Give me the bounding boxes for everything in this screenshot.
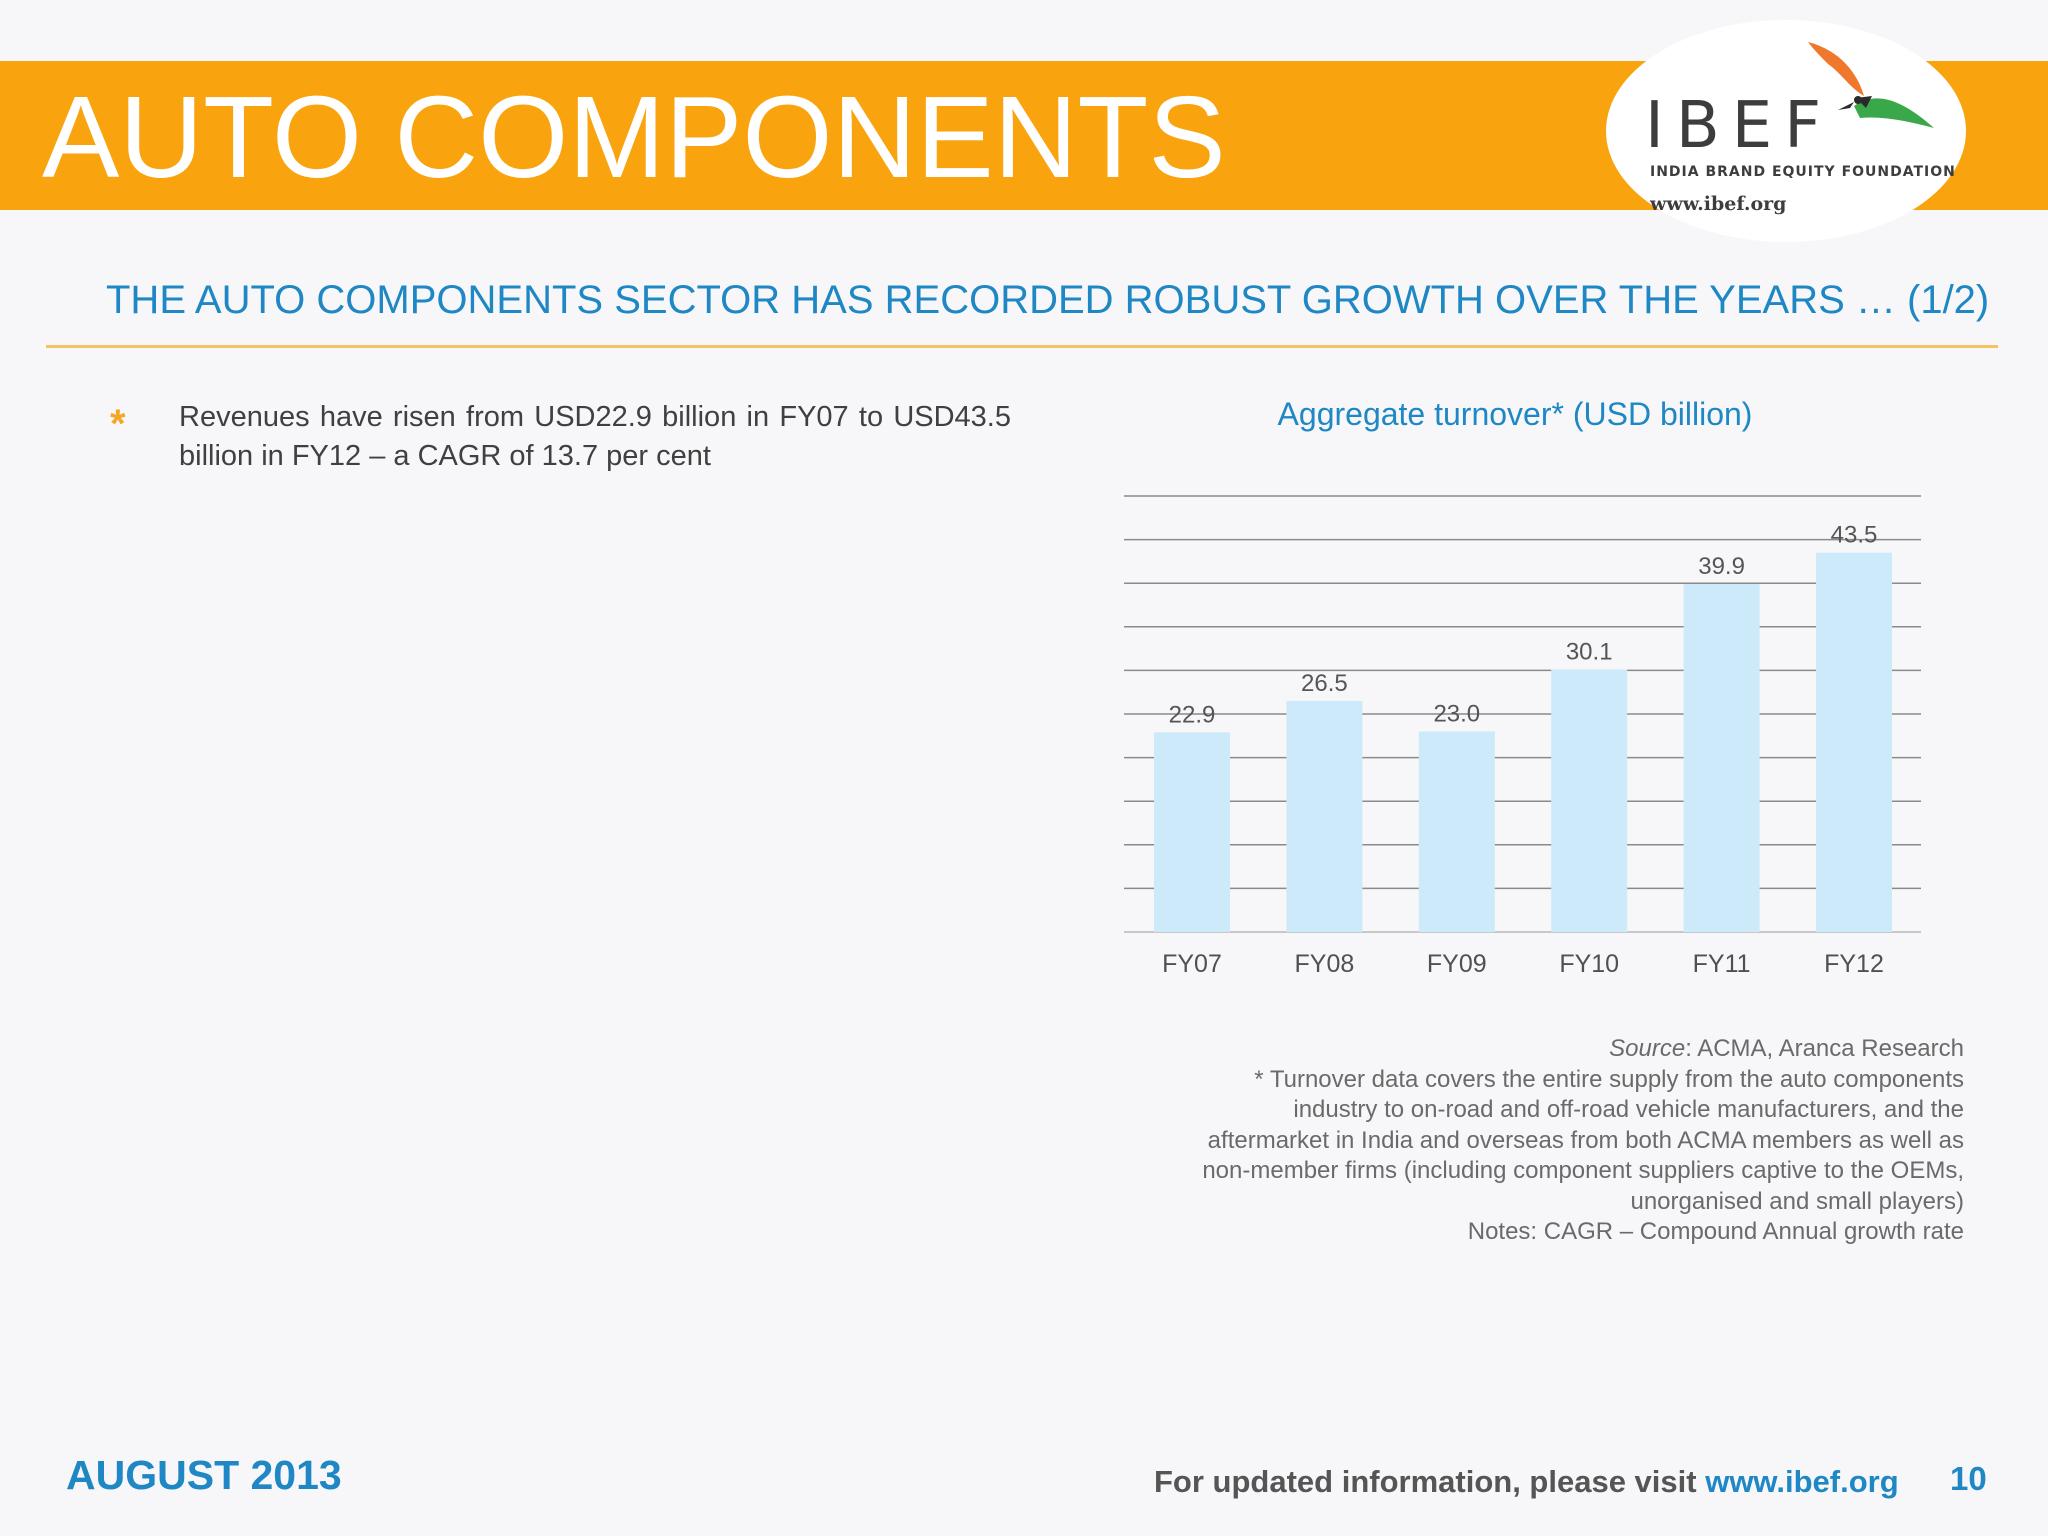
x-tick-label: FY09 (1427, 950, 1487, 978)
slide-subtitle: THE AUTO COMPONENTS SECTOR HAS RECORDED … (106, 278, 1990, 322)
bar (1816, 552, 1892, 932)
logo-badge (1606, 20, 1966, 242)
x-tick-label: FY12 (1824, 950, 1884, 978)
footnote-line: aftermarket in India and overseas from b… (1207, 1126, 1964, 1154)
data-label: 39.9 (1698, 553, 1745, 580)
data-label: 22.9 (1169, 701, 1216, 728)
source-text: : ACMA, Aranca Research (1685, 1035, 1964, 1062)
bullet-text: Revenues have risen from USD22.9 billion… (179, 401, 1011, 472)
logo-url: www.ibef.org (1650, 193, 1787, 215)
data-label: 30.1 (1566, 639, 1613, 666)
ibef-logo: IBEF (1645, 89, 1834, 163)
source-label: Source (1609, 1035, 1686, 1062)
footer-url-link[interactable]: www.ibef.org (1705, 1464, 1899, 1499)
logo-tagline: INDIA BRAND EQUITY FOUNDATION (1650, 164, 1956, 180)
footer-visit-text: For updated information, please visit ww… (1154, 1464, 1899, 1500)
x-tick-label: FY07 (1162, 950, 1222, 978)
footnote-line: industry to on-road and off-road vehicle… (1293, 1096, 1964, 1123)
footnote-line: * Turnover data covers the entire supply… (1254, 1065, 1964, 1093)
page-title: AUTO COMPONENTS (42, 72, 1226, 202)
bird-logo-icon (1808, 42, 1934, 128)
x-tick-label: FY10 (1559, 950, 1619, 978)
bar (1286, 700, 1363, 932)
chart-notes: Source: ACMA, Aranca Research * Turnover… (1100, 1034, 1964, 1248)
data-label: 23.0 (1433, 700, 1480, 727)
x-tick-label: FY11 (1693, 950, 1751, 978)
subtitle-divider (46, 345, 1998, 348)
footnote-line: non-member firms (including component su… (1202, 1157, 1964, 1184)
data-label: 43.5 (1831, 522, 1878, 549)
source-line: Source: ACMA, Aranca Research (1100, 1034, 1964, 1065)
data-label: 26.5 (1301, 670, 1348, 697)
footer-date: AUGUST 2013 (66, 1452, 342, 1498)
bar (1551, 669, 1628, 932)
bar (1418, 731, 1495, 932)
asterisk-bullet-icon: * (110, 402, 126, 446)
footnote-line: unorganised and small players) (1630, 1187, 1964, 1215)
page-number: 10 (1950, 1460, 1987, 1497)
footer-visit-label: For updated information, please visit (1154, 1464, 1706, 1499)
chart-title: Aggregate turnover* (USD billion) (1277, 396, 1753, 432)
x-tick-label: FY08 (1295, 950, 1355, 978)
bar (1683, 584, 1760, 932)
bar (1154, 732, 1230, 932)
footnote-line: Notes: CAGR – Compound Annual growth rat… (1467, 1218, 1964, 1245)
